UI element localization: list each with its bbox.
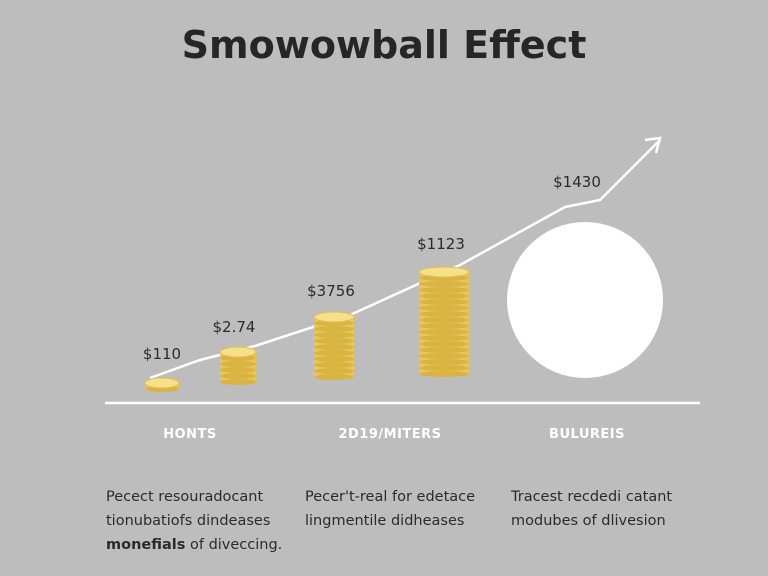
coin: [419, 293, 469, 299]
coin: [220, 367, 256, 373]
description-line: Tracest recdedi catant: [510, 489, 672, 505]
coin: [419, 335, 469, 341]
description-line: Pecer't-real for edetace: [305, 489, 475, 505]
coin: [419, 371, 469, 377]
column-label: BULUREIS: [549, 427, 625, 442]
arrow-head: [644, 136, 662, 154]
coin: [313, 311, 355, 323]
coin: [314, 362, 354, 368]
coin: [419, 311, 469, 317]
coin: [144, 377, 180, 389]
coin: [419, 281, 469, 287]
amount-label: $2.74: [213, 318, 256, 336]
snowball: [507, 222, 663, 378]
description-line: monefials of diveccing.: [106, 537, 282, 553]
coin: [314, 356, 354, 362]
amount-label: $3756: [307, 282, 355, 300]
amount-label: $1430: [553, 173, 601, 191]
description-line: lingmentile didheases: [305, 513, 464, 529]
coin: [220, 379, 256, 385]
column-label: HONTS: [163, 427, 217, 442]
coin: [314, 338, 354, 344]
coin: [419, 353, 469, 359]
coin: [419, 323, 469, 329]
title: Smowowball Effect: [182, 23, 587, 67]
coin: [418, 266, 470, 278]
coin: [419, 365, 469, 371]
coin: [314, 368, 354, 374]
coin: [219, 346, 257, 358]
bold-word: monefials: [106, 537, 185, 553]
coin: [419, 317, 469, 323]
description-line: modubes of dlivesion: [511, 513, 666, 529]
amount-label: $1123: [417, 235, 465, 253]
description-line: tionubatiofs dindeases: [106, 513, 270, 529]
coin: [314, 374, 354, 380]
description-line: Pecect resouradocant: [106, 489, 263, 505]
coin: [314, 332, 354, 338]
coin: [419, 359, 469, 365]
amount-label: $110: [143, 345, 181, 363]
coin: [419, 305, 469, 311]
coin: [314, 326, 354, 332]
coin: [419, 299, 469, 305]
growth-line: [149, 141, 659, 380]
coin-stacks: [144, 266, 470, 392]
coin: [419, 347, 469, 353]
coin: [419, 329, 469, 335]
coin: [220, 361, 256, 367]
coin: [314, 350, 354, 356]
coin: [419, 287, 469, 293]
column-label: 2D19/MITERS: [338, 427, 441, 442]
coin: [314, 344, 354, 350]
coin: [419, 341, 469, 347]
text-run: of diveccing.: [185, 537, 282, 553]
coin: [220, 373, 256, 379]
